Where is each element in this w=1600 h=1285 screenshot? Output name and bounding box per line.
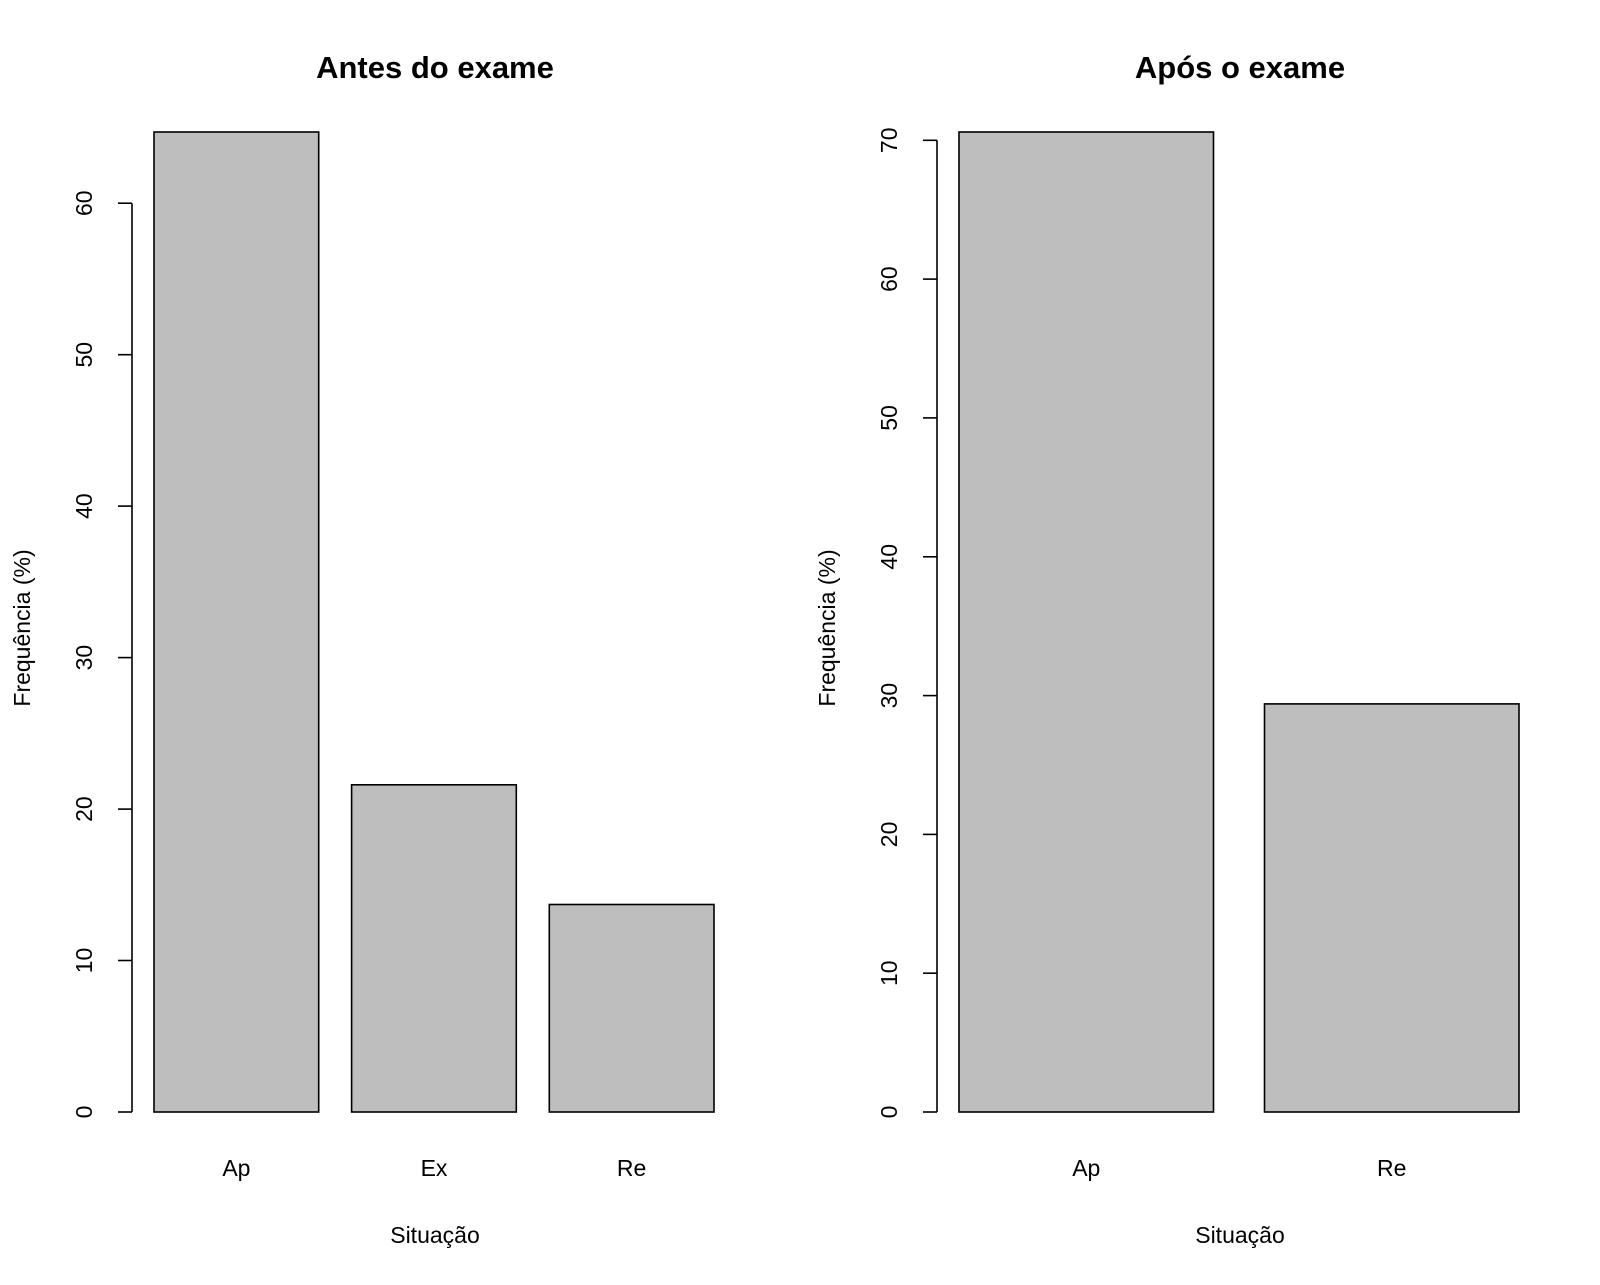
y-tick-label: 40 [71, 493, 97, 519]
x-tick-label: Re [1377, 1155, 1406, 1181]
y-tick-label: 40 [876, 544, 902, 570]
y-axis-label: Frequência (%) [814, 549, 840, 706]
bar-re [1263, 703, 1520, 1113]
chart-title: Após o exame [1135, 50, 1345, 85]
x-tick-label: Ex [421, 1155, 448, 1181]
y-tick-label: 70 [876, 128, 902, 154]
y-tick-label: 50 [71, 342, 97, 368]
bars [958, 131, 1520, 1113]
x-tick-label: Re [617, 1155, 646, 1181]
x-tick-label: Ap [222, 1155, 250, 1181]
x-axis-label: Situação [390, 1222, 480, 1248]
y-axis: 0 10 20 30 40 50 60 [71, 190, 133, 1119]
x-axis-label: Situação [1195, 1222, 1285, 1248]
chart-title: Antes do exame [316, 50, 554, 85]
x-tick-labels: Ap Re [1072, 1155, 1406, 1181]
y-axis-label: Frequência (%) [9, 549, 35, 706]
bars [153, 131, 715, 1113]
y-tick-label: 0 [876, 1106, 902, 1119]
chart-panel-after: Após o exame Frequência (%) Situação 0 10… [814, 50, 1520, 1248]
chart-panel-before: Antes do exame Frequência (%) Situação 0… [9, 50, 715, 1248]
x-tick-label: Ap [1072, 1155, 1100, 1181]
y-tick-label: 20 [71, 796, 97, 822]
bar-re [548, 903, 715, 1113]
bar-ap [153, 131, 320, 1113]
y-tick-label: 60 [71, 190, 97, 216]
y-tick-label: 60 [876, 266, 902, 292]
y-tick-label: 10 [876, 960, 902, 986]
bar-ex [350, 783, 518, 1113]
y-tick-label: 20 [876, 822, 902, 848]
bar-ap [958, 131, 1215, 1113]
y-tick-label: 50 [876, 405, 902, 431]
x-tick-labels: Ap Ex Re [222, 1155, 646, 1181]
y-axis: 0 10 20 30 40 50 60 70 [876, 128, 938, 1119]
y-tick-label: 10 [71, 948, 97, 974]
y-tick-label: 30 [876, 683, 902, 709]
y-tick-label: 0 [71, 1106, 97, 1119]
y-tick-label: 30 [71, 645, 97, 671]
